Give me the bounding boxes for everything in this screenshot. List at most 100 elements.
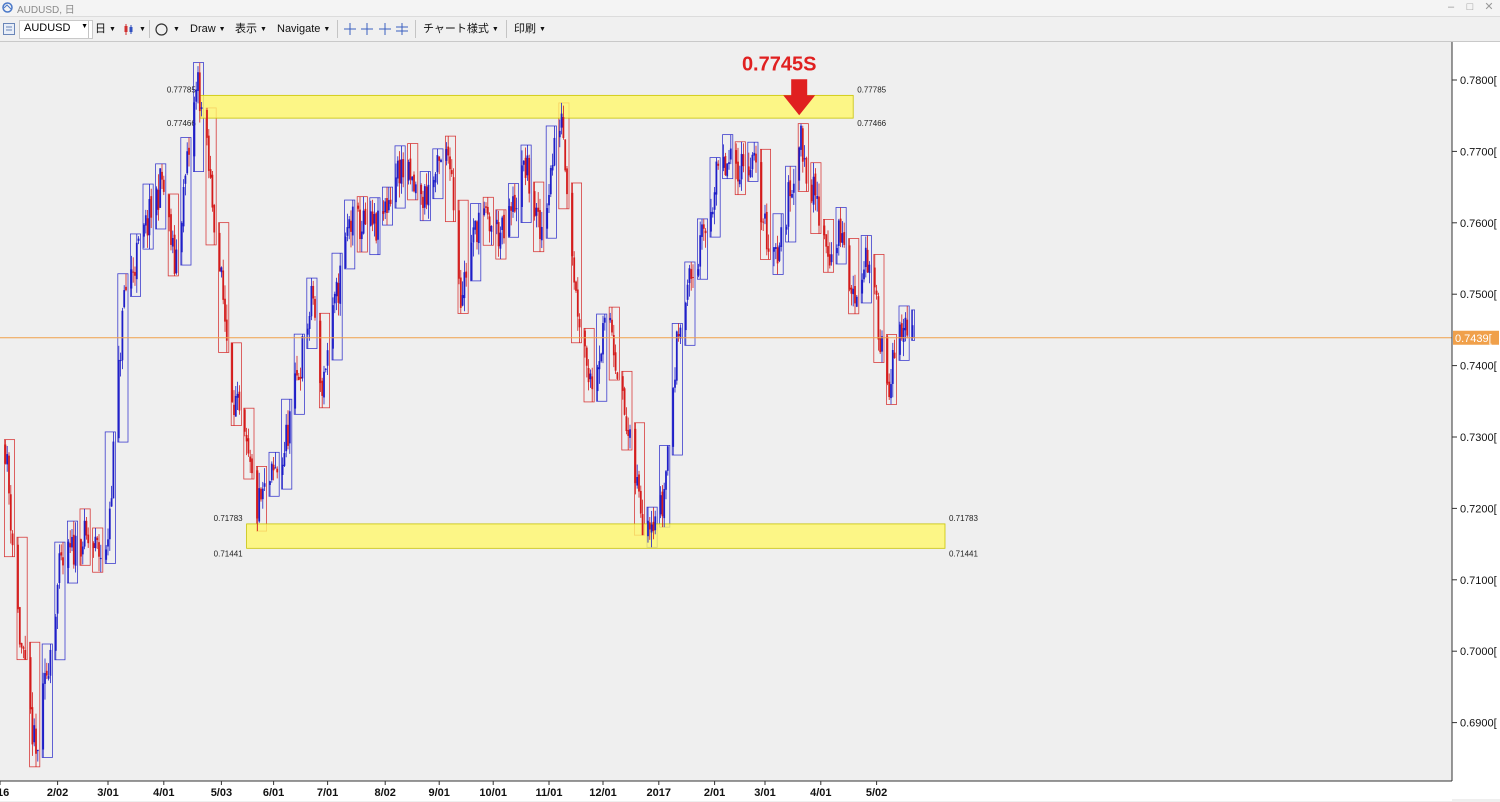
bar-chart-icon[interactable]	[123, 23, 135, 36]
candle-body	[863, 269, 865, 280]
candle-body	[661, 491, 664, 517]
candle-body	[602, 323, 604, 355]
weekly-range-box	[860, 235, 872, 304]
draw-menu[interactable]: Draw ▼	[190, 20, 226, 38]
symbol-selector[interactable]: AUDUSD ▼	[19, 20, 93, 39]
candle-body	[639, 490, 642, 514]
candle-body	[272, 464, 275, 471]
candle-body	[348, 219, 351, 229]
candle-body	[233, 404, 235, 416]
price-chart[interactable]: 0.77785 0.77785 0.77466 0.77466 0.71783 0.717…	[0, 42, 1500, 802]
candle-body	[74, 535, 77, 566]
candle-body	[220, 267, 223, 273]
candle-body	[800, 125, 802, 150]
candle-body	[665, 471, 667, 490]
draw-label: Draw	[190, 23, 216, 35]
candle-body	[326, 350, 329, 366]
close-icon[interactable]: ✕	[1484, 1, 1494, 13]
candle-body	[121, 310, 124, 361]
candle-body	[510, 206, 513, 211]
candle-body	[251, 458, 253, 474]
candle-body	[150, 196, 153, 218]
candle-body	[72, 534, 75, 565]
weekly-range-box	[155, 163, 167, 230]
candle-body	[218, 232, 221, 272]
candle-body	[724, 156, 727, 176]
candle-body	[98, 542, 100, 557]
candle-body	[350, 220, 352, 232]
weekly-range-box	[29, 641, 41, 768]
zone-price-label: 0.77785	[167, 85, 196, 94]
candle-body	[868, 264, 871, 274]
candle-body	[224, 298, 226, 322]
weekly-range-box	[117, 273, 129, 443]
candle-body	[585, 347, 588, 366]
weekly-range-box	[318, 312, 330, 409]
candle-body	[49, 649, 52, 676]
zone-price-label: 0.71783	[214, 514, 243, 523]
candle-body	[62, 557, 64, 566]
x-tick-label: 5/03	[211, 787, 232, 799]
candle-body	[760, 162, 763, 223]
candle-body	[125, 286, 127, 291]
weekly-range-box	[785, 165, 797, 243]
candle-body	[584, 330, 586, 347]
candle-body	[573, 257, 576, 283]
chevron-down-icon[interactable]: ▼	[139, 26, 146, 33]
candle-body	[222, 270, 225, 300]
time-axis	[0, 781, 1452, 801]
candle-body	[780, 227, 783, 248]
candle-body	[108, 508, 111, 540]
candle-body	[364, 208, 367, 225]
candle-body	[440, 159, 442, 162]
toolbar-separator	[149, 20, 150, 38]
x-tick-label: 10/01	[479, 787, 507, 799]
candle-body	[389, 199, 392, 204]
candle-body	[749, 169, 752, 178]
candle-body	[371, 211, 374, 225]
candle-body	[319, 320, 322, 384]
candle-body	[144, 215, 147, 226]
y-tick-label: 0.7800[	[1460, 75, 1497, 87]
x-tick-label: 016	[0, 787, 9, 799]
candle-body	[641, 514, 644, 536]
candle-body	[702, 224, 705, 229]
candle-body	[816, 195, 819, 199]
resistance-zone	[199, 94, 854, 119]
candle-body	[432, 179, 435, 188]
candle-body	[17, 544, 19, 610]
minimize-icon[interactable]: –	[1447, 1, 1455, 13]
candle-body	[209, 169, 212, 178]
candle-body	[792, 183, 795, 193]
candle-body	[274, 467, 277, 469]
navigate-menu[interactable]: Navigate ▼	[277, 20, 330, 38]
candle-body	[576, 289, 579, 317]
candle-body	[308, 316, 311, 329]
view-menu[interactable]: 表示 ▼	[235, 20, 267, 38]
chevron-down-icon[interactable]: ▼	[173, 26, 180, 33]
candle-body	[234, 395, 237, 417]
candle-body	[281, 464, 284, 475]
candle-body	[627, 429, 630, 436]
candle-body	[805, 157, 808, 184]
timeframe-dropdown[interactable]: 日 ▼	[95, 20, 116, 38]
candle-body	[96, 537, 99, 540]
circle-tool-icon[interactable]	[155, 23, 168, 36]
print-menu[interactable]: 印刷 ▼	[514, 20, 546, 38]
candle-body	[434, 173, 437, 183]
chevron-down-icon: ▼	[81, 23, 88, 30]
symbol-list-icon[interactable]	[3, 23, 15, 35]
weekly-range-box	[583, 327, 595, 403]
weekly-range-box	[381, 186, 393, 226]
candle-body	[314, 298, 316, 318]
current-price-label: 0.7439[	[1455, 333, 1492, 345]
crosshair-icon[interactable]	[343, 22, 409, 36]
candle-body	[472, 227, 475, 243]
chart-style-menu[interactable]: チャート様式 ▼	[423, 20, 499, 38]
candle-body	[701, 224, 703, 237]
chart-toolbar: AUDUSD ▼ 日 ▼ ▼ ▼ Draw ▼ 表示 ▼ Navigate ▼ チャート…	[0, 17, 1500, 42]
maximize-icon[interactable]: □	[1466, 1, 1474, 13]
candle-body	[110, 498, 113, 507]
navigate-label: Navigate	[277, 23, 321, 35]
candle-body	[818, 196, 820, 226]
